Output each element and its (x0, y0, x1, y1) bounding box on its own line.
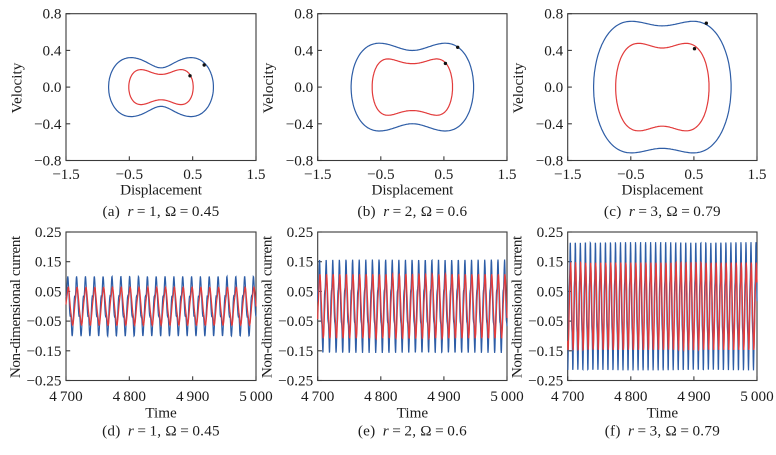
svg-text:4 900: 4 900 (176, 388, 210, 405)
svg-text:4 800: 4 800 (113, 388, 147, 405)
svg-text:0.8: 0.8 (544, 6, 563, 23)
svg-text:0.0: 0.0 (544, 79, 563, 96)
svg-text:−1.5: −1.5 (304, 166, 332, 183)
svg-text:(a) r = 1, Ω = 0.45: (a) r = 1, Ω = 0.45 (103, 203, 220, 220)
svg-text:0.0: 0.0 (294, 79, 313, 96)
svg-text:−0.05: −0.05 (278, 313, 313, 330)
svg-text:0.05: 0.05 (537, 283, 564, 300)
svg-text:0.5: 0.5 (183, 166, 202, 183)
svg-text:4 700: 4 700 (301, 388, 335, 405)
svg-text:0.15: 0.15 (537, 254, 564, 271)
svg-text:−0.5: −0.5 (617, 166, 645, 183)
svg-text:1.5: 1.5 (498, 166, 517, 183)
svg-text:0.4: 0.4 (43, 42, 62, 59)
svg-text:4 700: 4 700 (49, 388, 83, 405)
svg-text:−1.5: −1.5 (52, 166, 80, 183)
svg-text:4 900: 4 900 (677, 388, 711, 405)
svg-text:0.8: 0.8 (294, 6, 313, 23)
svg-text:(d) r = 1, Ω = 0.45: (d) r = 1, Ω = 0.45 (102, 423, 220, 440)
svg-text:−1.5: −1.5 (554, 166, 582, 183)
svg-text:−0.8: −0.8 (536, 153, 564, 170)
svg-text:0.5: 0.5 (684, 166, 703, 183)
svg-text:Non-dimensional current: Non-dimensional current (259, 235, 276, 378)
svg-text:−0.15: −0.15 (26, 343, 61, 360)
svg-text:1.5: 1.5 (247, 166, 266, 183)
svg-text:−0.25: −0.25 (528, 373, 563, 390)
svg-text:5 000: 5 000 (490, 388, 524, 405)
svg-text:(c) r = 3, Ω = 0.79: (c) r = 3, Ω = 0.79 (604, 203, 721, 220)
svg-text:0.5: 0.5 (434, 166, 453, 183)
svg-text:Time: Time (647, 405, 679, 422)
svg-text:0.25: 0.25 (35, 224, 62, 241)
svg-text:−0.5: −0.5 (116, 166, 144, 183)
svg-text:Time: Time (145, 405, 177, 422)
svg-text:5 000: 5 000 (740, 388, 774, 405)
svg-text:Displacement: Displacement (372, 182, 455, 199)
svg-text:Non-dimensional current: Non-dimensional current (7, 235, 24, 378)
svg-text:0.05: 0.05 (35, 283, 62, 300)
svg-text:1.5: 1.5 (748, 166, 767, 183)
svg-text:(b) r = 2, Ω = 0.6: (b) r = 2, Ω = 0.6 (357, 203, 467, 220)
svg-text:4 900: 4 900 (427, 388, 461, 405)
svg-text:−0.8: −0.8 (286, 153, 314, 170)
svg-text:0.15: 0.15 (35, 254, 62, 271)
svg-text:−0.15: −0.15 (528, 343, 563, 360)
svg-text:Non-dimensional current: Non-dimensional current (509, 235, 526, 378)
svg-text:0.15: 0.15 (287, 254, 314, 271)
svg-text:−0.15: −0.15 (278, 343, 313, 360)
svg-text:Displacement: Displacement (120, 182, 203, 199)
svg-text:(f) r = 3, Ω = 0.79: (f) r = 3, Ω = 0.79 (605, 423, 720, 440)
svg-text:0.4: 0.4 (294, 42, 313, 59)
svg-text:−0.5: −0.5 (367, 166, 395, 183)
svg-text:0.25: 0.25 (287, 224, 314, 241)
svg-text:0.8: 0.8 (43, 6, 62, 23)
svg-text:4 800: 4 800 (364, 388, 398, 405)
svg-text:0.25: 0.25 (537, 224, 564, 241)
svg-text:Velocity: Velocity (9, 62, 26, 113)
svg-text:−0.25: −0.25 (278, 373, 313, 390)
svg-text:−0.4: −0.4 (536, 116, 564, 133)
svg-text:0.0: 0.0 (43, 79, 62, 96)
svg-text:−0.4: −0.4 (286, 116, 314, 133)
svg-text:4 700: 4 700 (551, 388, 585, 405)
svg-text:−0.25: −0.25 (26, 373, 61, 390)
svg-text:Velocity: Velocity (510, 62, 527, 113)
svg-text:Time: Time (397, 405, 429, 422)
svg-text:Displacement: Displacement (622, 182, 705, 199)
svg-text:−0.8: −0.8 (34, 153, 62, 170)
svg-text:0.4: 0.4 (544, 42, 563, 59)
svg-text:−0.05: −0.05 (26, 313, 61, 330)
svg-text:0.05: 0.05 (287, 283, 314, 300)
svg-text:−0.05: −0.05 (528, 313, 563, 330)
svg-text:(e) r = 2, Ω = 0.6: (e) r = 2, Ω = 0.6 (358, 423, 467, 440)
svg-text:5 000: 5 000 (239, 388, 273, 405)
svg-text:−0.4: −0.4 (34, 116, 62, 133)
svg-text:Velocity: Velocity (260, 62, 277, 113)
svg-text:4 800: 4 800 (614, 388, 648, 405)
